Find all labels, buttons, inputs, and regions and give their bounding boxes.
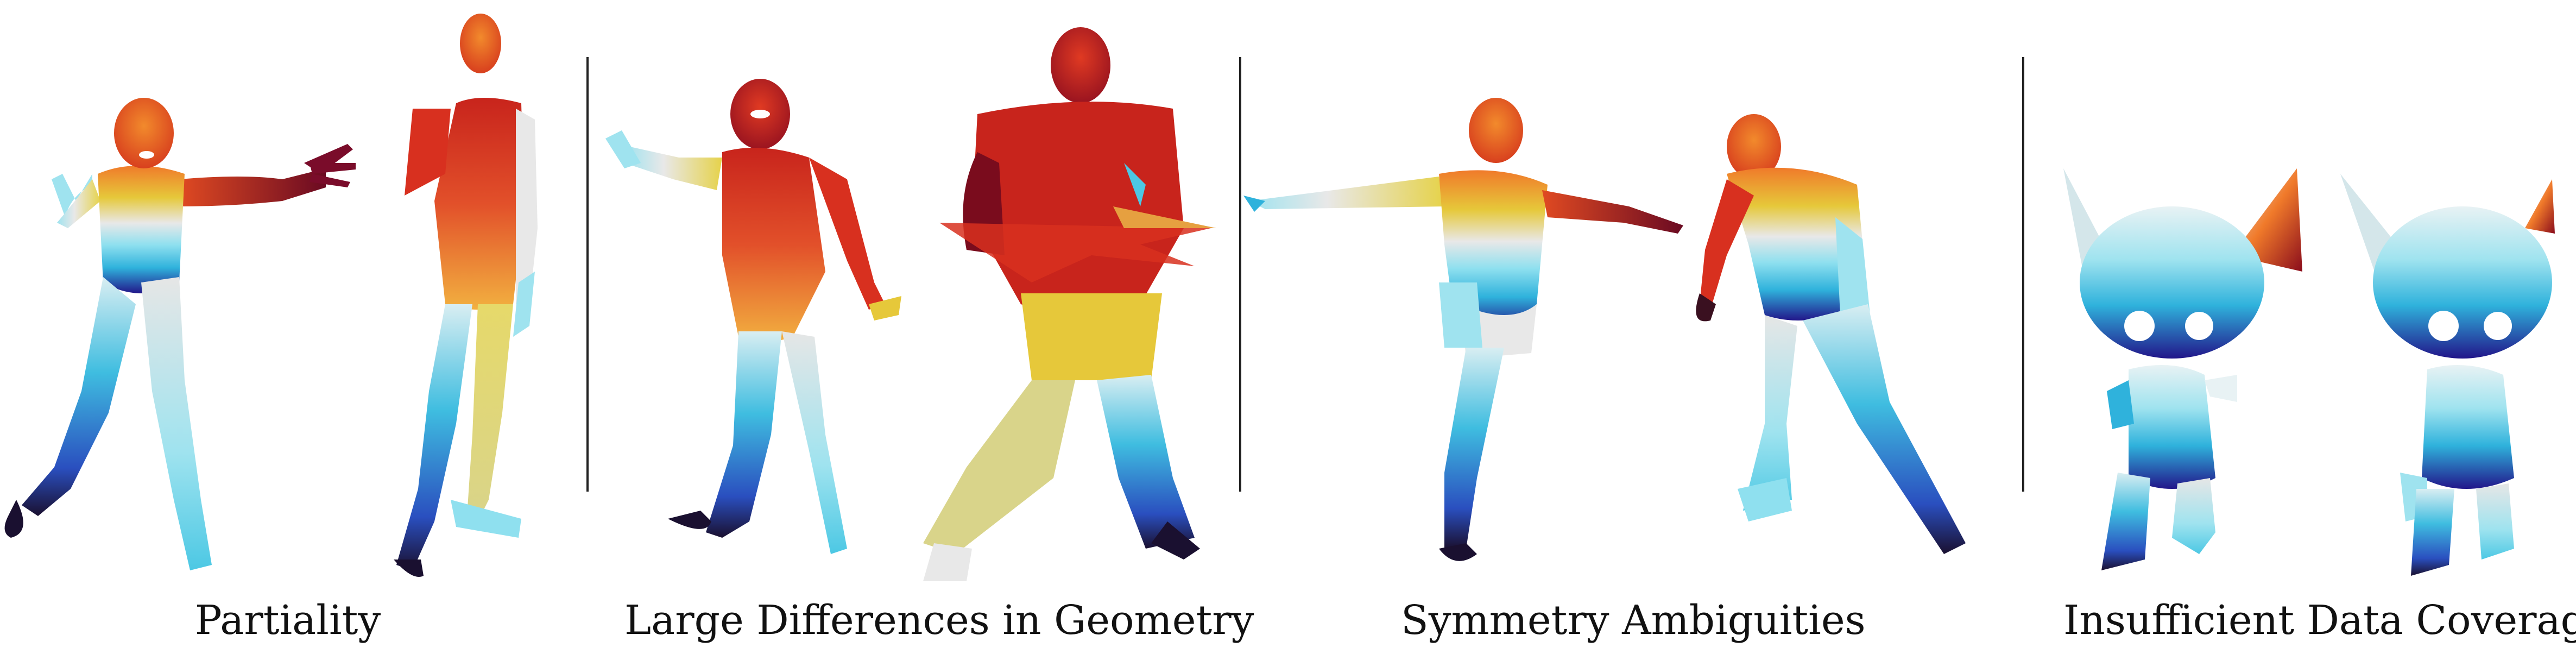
panel-symmetry-ambiguities (1243, 98, 1966, 561)
mesh-symmetry-target (1696, 114, 1966, 554)
mesh-symmetry-source (1243, 98, 1683, 561)
panel-large-differences-in-geometry (605, 27, 1216, 581)
caption-partiality: Partiality (194, 597, 381, 644)
panel-partiality (4, 14, 538, 577)
mesh-geometry-source (605, 79, 901, 554)
caption-large-differences-in-geometry: Large Differences in Geometry (624, 597, 1254, 644)
divider-3 (2022, 57, 2024, 492)
divider-1 (586, 57, 589, 492)
mesh-partiality-source (4, 98, 356, 570)
mesh-geometry-target (923, 27, 1216, 581)
panel-insufficient-data-coverage (2063, 168, 2555, 576)
divider-2 (1239, 57, 1241, 492)
mesh-coverage-source (2063, 168, 2302, 570)
caption-insufficient-data-coverage: Insufficient Data Coverage (2063, 597, 2576, 644)
caption-symmetry-ambiguities: Symmetry Ambiguities (1401, 597, 1866, 644)
mesh-coverage-target (2340, 174, 2555, 576)
mesh-partiality-target (394, 14, 538, 577)
